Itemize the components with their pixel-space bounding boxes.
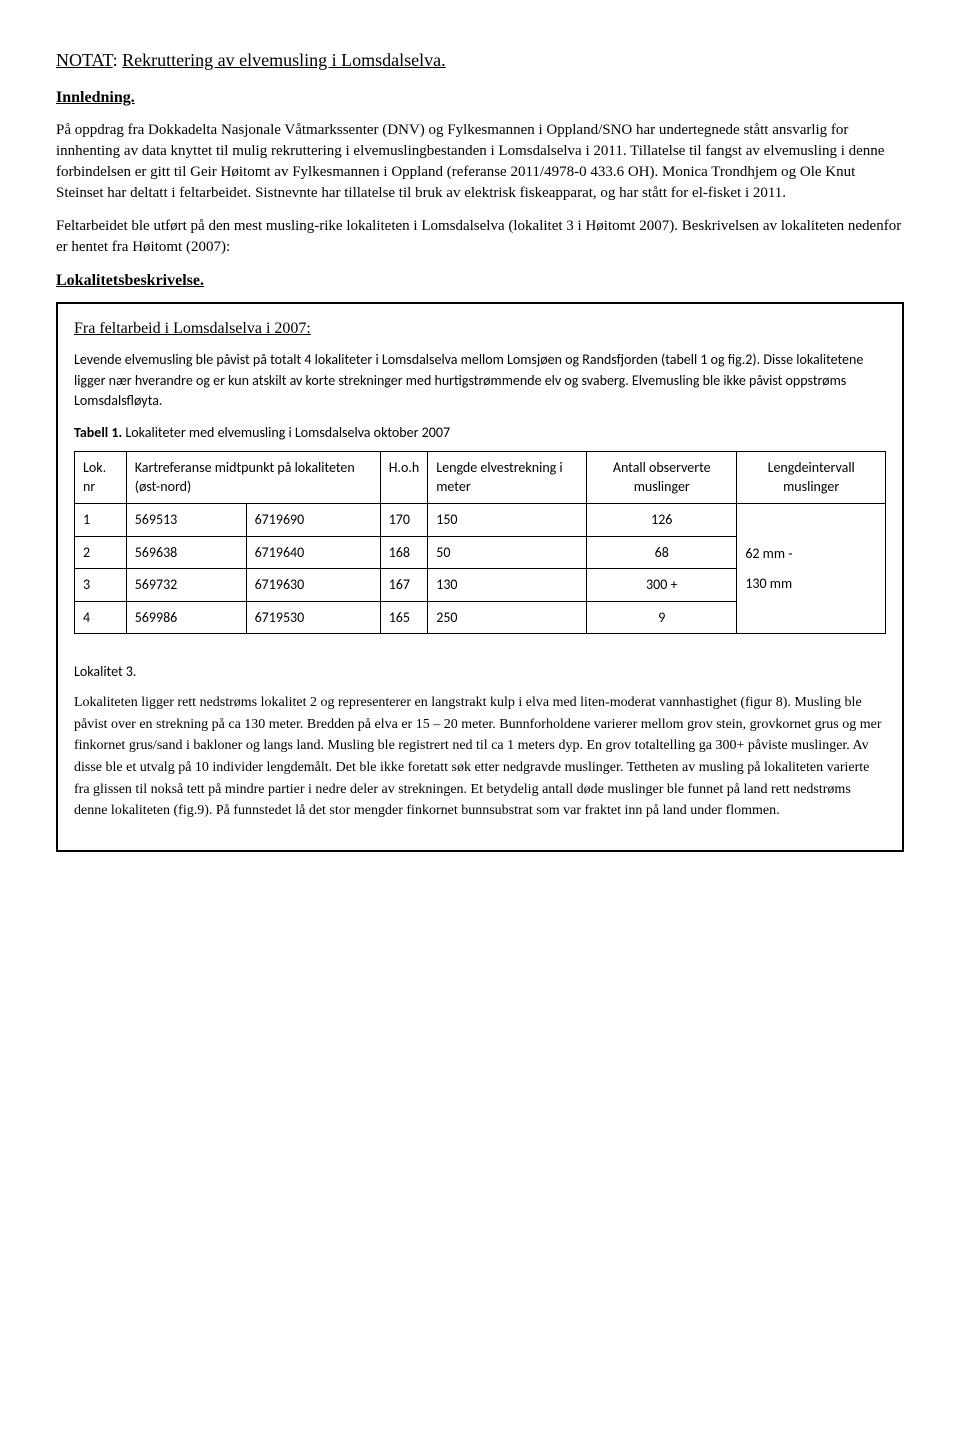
boxed-heading: Fra feltarbeid i Lomsdalselva i 2007: xyxy=(74,318,886,340)
cell-interval: 62 mm - 130 mm xyxy=(737,504,886,634)
cell-hoh: 170 xyxy=(380,504,428,537)
title-prefix: NOTAT xyxy=(56,50,113,70)
cell-len: 50 xyxy=(428,536,587,569)
table-header-row: Lok. nr Kartreferanse midtpunkt på lokal… xyxy=(75,451,886,503)
cell-east: 569513 xyxy=(126,504,246,537)
cell-ant: 68 xyxy=(587,536,737,569)
col-antall: Antall observerte muslinger xyxy=(587,451,737,503)
cell-north: 6719630 xyxy=(246,569,380,602)
title-main: Rekruttering av elvemusling i Lomsdalsel… xyxy=(122,50,445,70)
interval-line1: 62 mm - xyxy=(745,544,877,564)
col-lengdeintervall: Lengdeintervall muslinger xyxy=(737,451,886,503)
table-caption-text: Lokaliteter med elvemusling i Lomsdalsel… xyxy=(122,424,450,441)
heading-innledning: Innledning. xyxy=(56,87,904,109)
localities-table: Lok. nr Kartreferanse midtpunkt på lokal… xyxy=(74,451,886,635)
cell-ant: 9 xyxy=(587,601,737,634)
table-caption-label: Tabell 1. xyxy=(74,424,122,441)
cell-len: 130 xyxy=(428,569,587,602)
paragraph-intro-2: Feltarbeidet ble utført på den mest musl… xyxy=(56,216,904,258)
cell-hoh: 168 xyxy=(380,536,428,569)
cell-north: 6719530 xyxy=(246,601,380,634)
cell-nr: 1 xyxy=(75,504,127,537)
heading-lokalitetsbeskrivelse: Lokalitetsbeskrivelse. xyxy=(56,270,904,292)
cell-nr: 3 xyxy=(75,569,127,602)
document-title: NOTAT: Rekruttering av elvemusling i Lom… xyxy=(56,48,904,73)
cell-hoh: 167 xyxy=(380,569,428,602)
cell-nr: 4 xyxy=(75,601,127,634)
cell-east: 569986 xyxy=(126,601,246,634)
paragraph-lokalitet-3: Lokaliteten ligger rett nedstrøms lokali… xyxy=(74,692,886,822)
cell-len: 250 xyxy=(428,601,587,634)
col-lok-nr: Lok. nr xyxy=(75,451,127,503)
col-kartreferanse: Kartreferanse midtpunkt på lokaliteten (… xyxy=(126,451,380,503)
cell-east: 569732 xyxy=(126,569,246,602)
cell-east: 569638 xyxy=(126,536,246,569)
table-caption: Tabell 1. Lokaliteter med elvemusling i … xyxy=(74,423,886,443)
cell-ant: 300 + xyxy=(587,569,737,602)
col-hoh: H.o.h xyxy=(380,451,428,503)
heading-lokalitet-3: Lokalitet 3. xyxy=(74,662,886,682)
cell-ant: 126 xyxy=(587,504,737,537)
col-lengde: Lengde elvestrekning i meter xyxy=(428,451,587,503)
cell-len: 150 xyxy=(428,504,587,537)
cell-hoh: 165 xyxy=(380,601,428,634)
paragraph-intro-1: På oppdrag fra Dokkadelta Nasjonale Våtm… xyxy=(56,120,904,204)
cell-north: 6719640 xyxy=(246,536,380,569)
boxed-section: Fra feltarbeid i Lomsdalselva i 2007: Le… xyxy=(56,302,904,852)
cell-north: 6719690 xyxy=(246,504,380,537)
interval-line2: 130 mm xyxy=(745,574,877,594)
table-row: 1 569513 6719690 170 150 126 62 mm - 130… xyxy=(75,504,886,537)
cell-nr: 2 xyxy=(75,536,127,569)
boxed-paragraph-1: Levende elvemusling ble påvist på totalt… xyxy=(74,350,886,411)
